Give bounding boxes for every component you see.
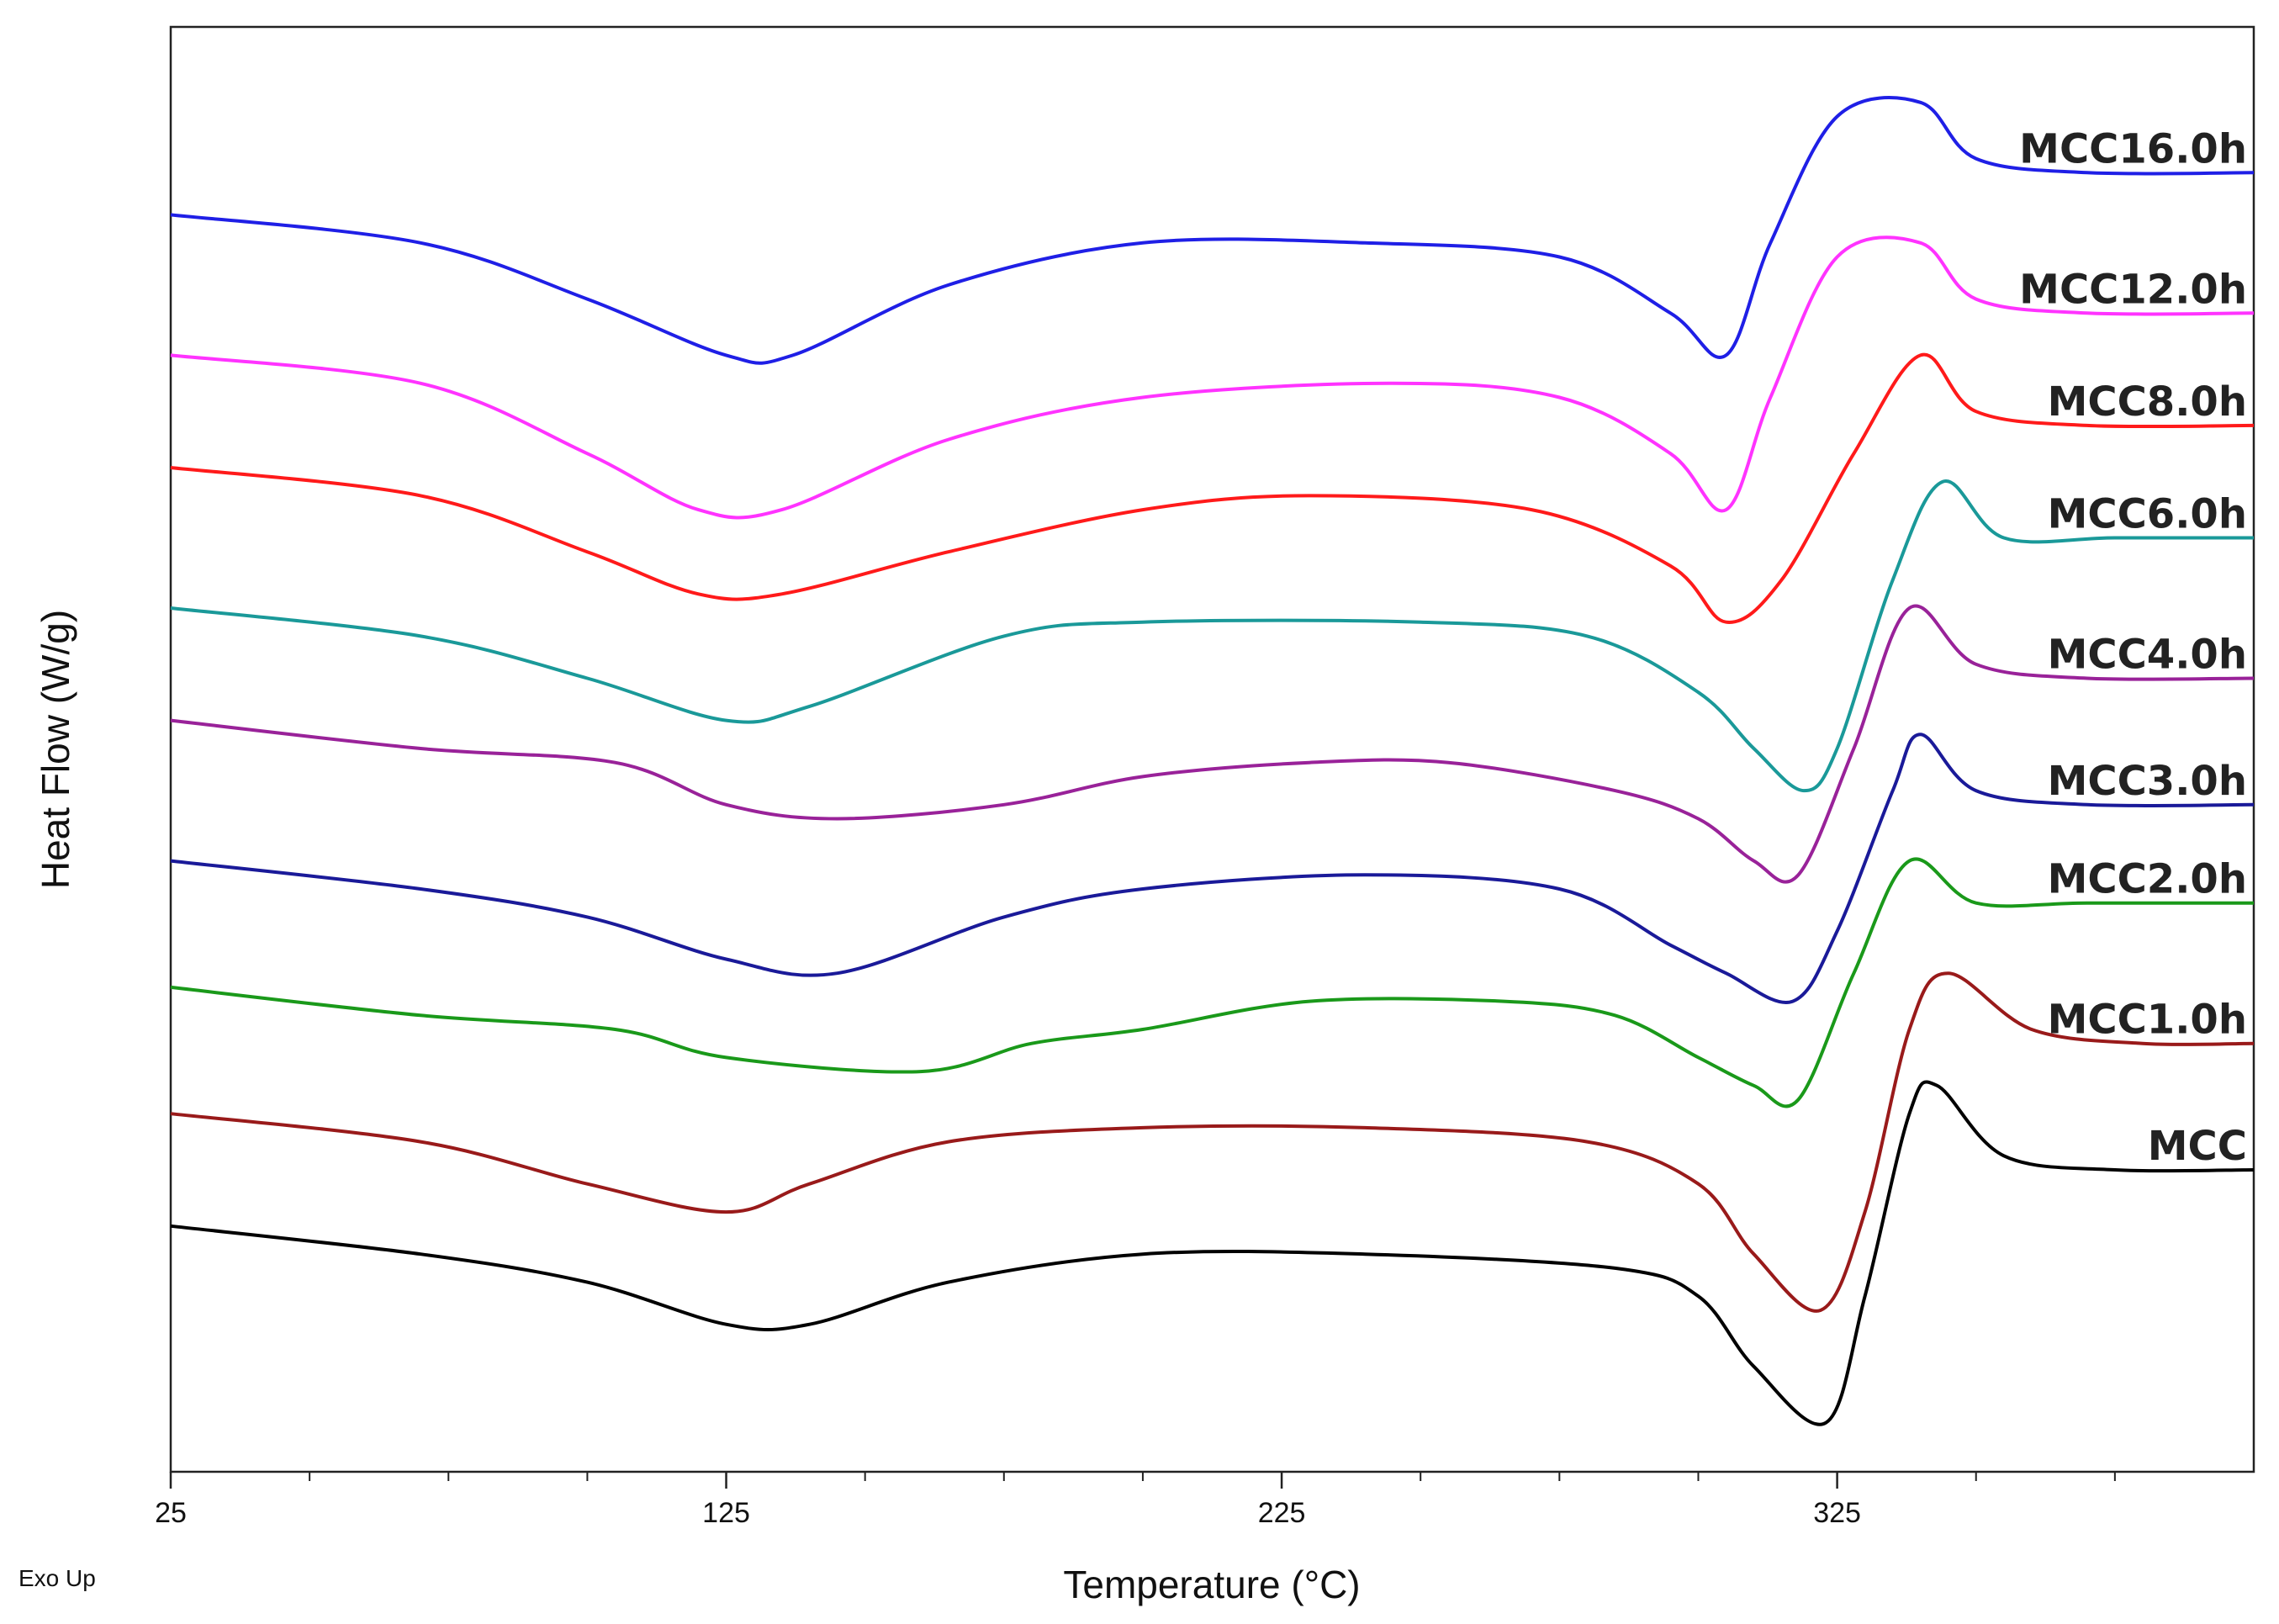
series-line-mcc3-0h (170, 733, 2255, 1004)
series-label-mcc: MCC (2148, 1123, 2247, 1170)
series-label-mcc12-0h: MCC12.0h (2019, 266, 2247, 313)
series-label-mcc16-0h: MCC16.0h (2019, 125, 2247, 172)
y-axis-title: Heat Flow (W/g) (34, 610, 77, 889)
curves-layer (170, 96, 2255, 1426)
series-line-mcc4-0h (170, 604, 2255, 884)
series-label-mcc2-0h: MCC2.0h (2048, 856, 2247, 903)
plot-frame (169, 25, 2255, 1473)
series-line-mcc (170, 1080, 2255, 1426)
series-label-mcc1-0h: MCC1.0h (2048, 997, 2247, 1044)
series-line-mcc2-0h (170, 857, 2254, 1108)
series-line-mcc6-0h (170, 479, 2254, 793)
x-tick-label: 325 (1813, 1497, 1861, 1529)
series-labels-layer: MCC16.0h MCC12.0h MCC8.0h MCC6.0h MCC4.0h MCC… (2019, 125, 2247, 1170)
x-tick-label: 125 (702, 1497, 750, 1529)
series-line-mcc8-0h (170, 352, 2255, 624)
x-tick-label: 25 (155, 1497, 187, 1529)
exo-up-note: Exo Up (19, 1565, 96, 1591)
series-line-mcc12-0h (170, 235, 2255, 520)
series-label-mcc6-0h: MCC6.0h (2048, 491, 2247, 538)
series-line-mcc16-0h (170, 96, 2255, 365)
x-ticks-layer: 25 125 225 325 (155, 1472, 2116, 1529)
series-label-mcc4-0h: MCC4.0h (2048, 632, 2247, 679)
series-line-mcc1-0h (170, 971, 2255, 1313)
series-label-mcc8-0h: MCC8.0h (2048, 378, 2247, 426)
x-axis-title: Temperature (°C) (1063, 1563, 1360, 1606)
x-tick-label: 225 (1258, 1497, 1306, 1529)
series-label-mcc3-0h: MCC3.0h (2048, 758, 2247, 805)
